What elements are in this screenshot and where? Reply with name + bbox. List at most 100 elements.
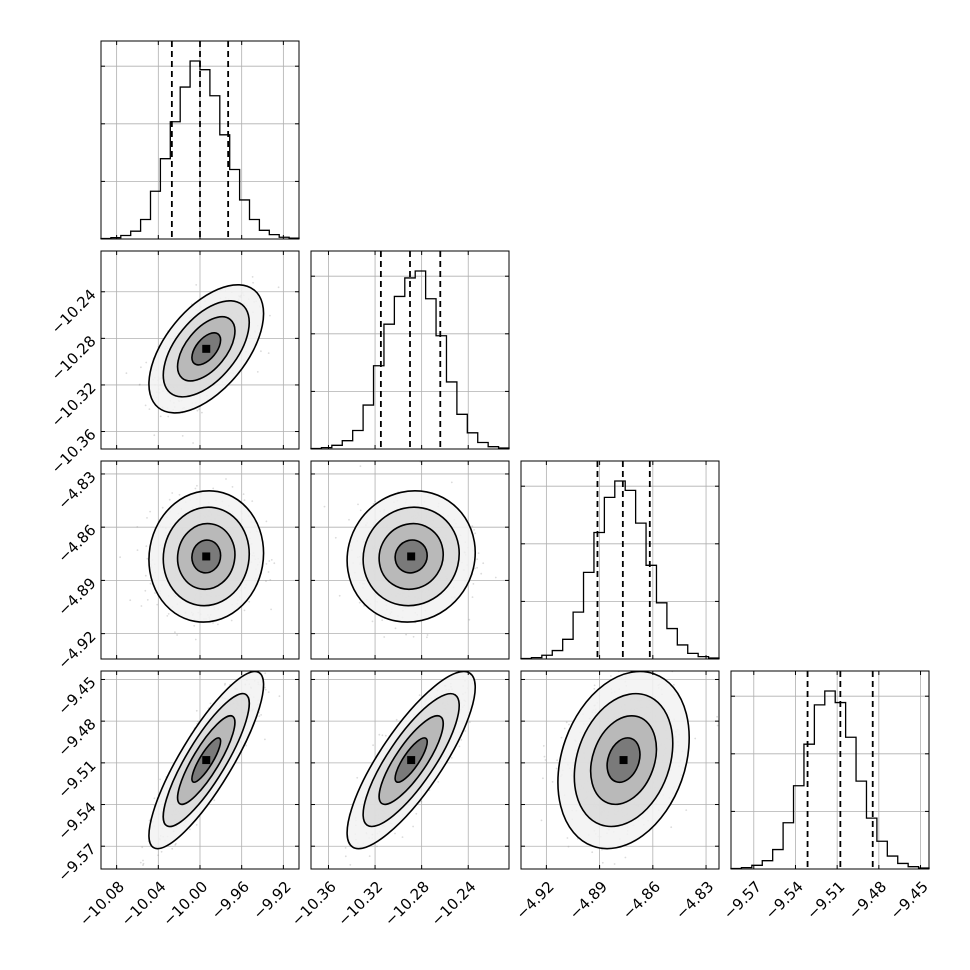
density-peak [407, 756, 416, 765]
sample-point [267, 691, 270, 693]
sample-point [394, 627, 397, 630]
sample-point [494, 576, 497, 579]
sample-point [471, 525, 474, 527]
sample-point [141, 846, 144, 849]
contour-line [162, 692, 251, 828]
sample-point [278, 695, 281, 698]
sample-point [464, 730, 467, 732]
histogram-frame-3 [730, 670, 930, 870]
sample-point [142, 859, 144, 862]
density-frame-0-2 [100, 460, 300, 660]
histogram-step-3 [730, 690, 930, 870]
sample-point [304, 647, 306, 649]
density-panel-0-2 [100, 460, 300, 660]
histogram-step-1 [310, 270, 510, 450]
sample-point [372, 744, 374, 747]
sample-point [568, 723, 570, 726]
sample-point [358, 601, 361, 604]
sample-point [178, 493, 181, 496]
sample-point [159, 778, 162, 781]
sample-point [260, 714, 262, 716]
density-content [540, 671, 719, 865]
sample-point [194, 487, 197, 490]
sample-point [482, 562, 485, 565]
sample-point [405, 633, 407, 636]
sample-point [250, 665, 252, 667]
sample-point [144, 589, 147, 592]
contour-line [378, 714, 444, 806]
sample-point [252, 281, 255, 284]
sample-point [415, 812, 418, 815]
sample-point [270, 559, 273, 561]
sample-point [450, 481, 453, 484]
sample-point [420, 800, 423, 803]
sample-point [174, 631, 176, 634]
sample-point [189, 828, 191, 831]
sample-point [472, 662, 474, 664]
sample-point [357, 503, 359, 506]
density-peak [202, 552, 211, 561]
density-peak [202, 756, 211, 765]
sample-point [166, 615, 169, 617]
contour-line [176, 316, 236, 382]
density-frame-0-1 [100, 250, 300, 450]
contour-line [394, 737, 428, 784]
sample-point [196, 409, 199, 412]
sample-point [359, 509, 362, 512]
sample-point [125, 372, 128, 375]
contour-line [148, 671, 265, 850]
sample-point [258, 715, 261, 717]
sample-point [195, 284, 198, 286]
sample-point [264, 738, 266, 741]
sample-point [264, 686, 266, 689]
sample-point [694, 737, 697, 740]
histogram-panel-0 [100, 40, 300, 240]
sample-point [268, 560, 271, 562]
sample-point [259, 649, 261, 651]
density-content [139, 647, 306, 869]
sample-point [264, 688, 267, 691]
sample-point [145, 361, 148, 364]
histogram-panel-1 [310, 250, 510, 450]
sample-point [140, 366, 142, 369]
sample-point [136, 549, 139, 551]
sample-point [381, 619, 384, 622]
sample-point [245, 744, 248, 747]
sample-point [119, 556, 121, 559]
sample-point [256, 371, 259, 373]
sample-point [139, 861, 142, 864]
histogram-panel-3 [730, 670, 930, 870]
sample-point [129, 599, 132, 602]
sample-point [144, 574, 147, 577]
sample-point [145, 545, 148, 547]
sample-point [136, 526, 139, 528]
contour-line [191, 332, 222, 366]
sample-point [225, 478, 227, 480]
sample-point [212, 487, 215, 490]
sample-point [167, 415, 170, 418]
sample-point [395, 718, 398, 721]
sample-point [176, 634, 179, 636]
sample-point [142, 862, 145, 865]
sample-point [418, 694, 421, 696]
sample-point [197, 720, 200, 723]
sample-point [160, 850, 163, 853]
sample-point [383, 636, 386, 638]
sample-point [198, 408, 201, 411]
sample-point [260, 350, 262, 353]
contour-line [162, 506, 251, 607]
sample-point [270, 608, 272, 611]
sample-point [273, 562, 276, 565]
sample-point [371, 620, 374, 623]
density-panel-0-1 [100, 250, 300, 450]
sample-point [157, 854, 160, 857]
sample-point [412, 825, 414, 828]
sample-point [212, 622, 214, 624]
sample-point [334, 536, 337, 539]
sample-point [269, 314, 271, 317]
sample-point [376, 845, 378, 848]
sample-point [139, 383, 141, 386]
density-panel-2-3 [520, 670, 720, 870]
sample-point [458, 745, 461, 748]
sample-point [267, 352, 270, 354]
